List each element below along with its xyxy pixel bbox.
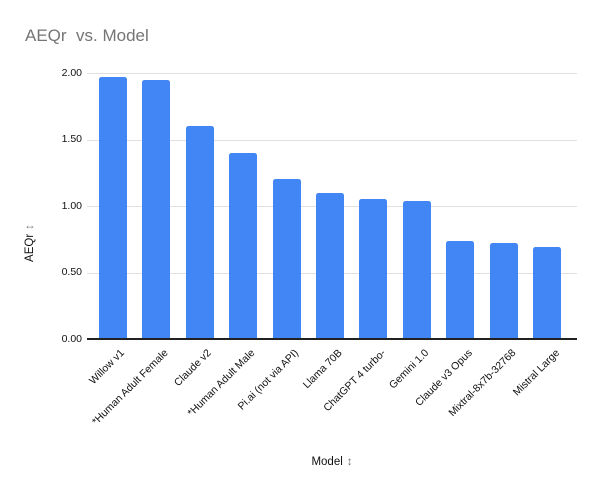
gridline [87, 73, 577, 74]
x-tick-label: Willow v1 [87, 347, 128, 387]
bar-slot [134, 73, 177, 339]
bar-llama-70b[interactable] [315, 192, 344, 339]
bar-slot [526, 73, 569, 339]
bar-chatgpt-4-turbo[interactable] [359, 199, 388, 339]
bar-slot [308, 73, 351, 339]
bar-claude-v3-opus[interactable] [446, 240, 475, 339]
x-axis-title: Model ↕ [87, 456, 577, 468]
bar-slot [395, 73, 438, 339]
bar-slot [482, 73, 525, 339]
bar-mixtral-8x7b-32768[interactable] [489, 243, 518, 339]
x-axis-title-text: Model [311, 456, 343, 468]
y-tick-label: 0.00 [61, 332, 82, 345]
x-tick-label: *Human Adult Female [89, 347, 171, 428]
bar-slot [439, 73, 482, 339]
vertical-double-arrow-icon: ↕ [346, 456, 353, 468]
bar-slot [178, 73, 221, 339]
bar-slot [265, 73, 308, 339]
bar-claude-v2[interactable] [185, 126, 214, 339]
y-tick-label: 2.00 [61, 66, 82, 79]
bar-mistral-large[interactable] [533, 247, 562, 339]
bar-human-adult-male[interactable] [229, 152, 258, 339]
x-axis-line [87, 338, 577, 340]
bar-series [91, 73, 569, 339]
bar-human-adult-female[interactable] [142, 79, 171, 339]
chart-title: AEQr vs. Model [25, 26, 149, 45]
plot-area [87, 73, 577, 340]
x-tick-label: Gemini 1.0 [387, 347, 432, 392]
x-tick-label: Claude v2 [172, 347, 215, 389]
bar-pi-ai-not-via-api[interactable] [272, 179, 301, 339]
bar-slot [221, 73, 264, 339]
x-tick-label: Llama 70B [300, 347, 345, 391]
x-axis-tick-labels: Willow v1 *Human Adult Female Claude v2 *Hu… [87, 347, 577, 442]
y-axis-tick-labels: 0.00 0.50 1.00 1.50 2.00 [0, 67, 82, 345]
gridline [87, 139, 577, 141]
bar-slot [91, 73, 134, 339]
y-tick-label: 1.50 [61, 133, 82, 145]
y-tick-label: 0.50 [61, 266, 82, 278]
bar-willow-v1[interactable] [98, 77, 127, 339]
bar-gemini-1-0[interactable] [402, 200, 431, 339]
y-tick-label: 1.00 [61, 199, 82, 212]
bar-slot [352, 73, 395, 339]
